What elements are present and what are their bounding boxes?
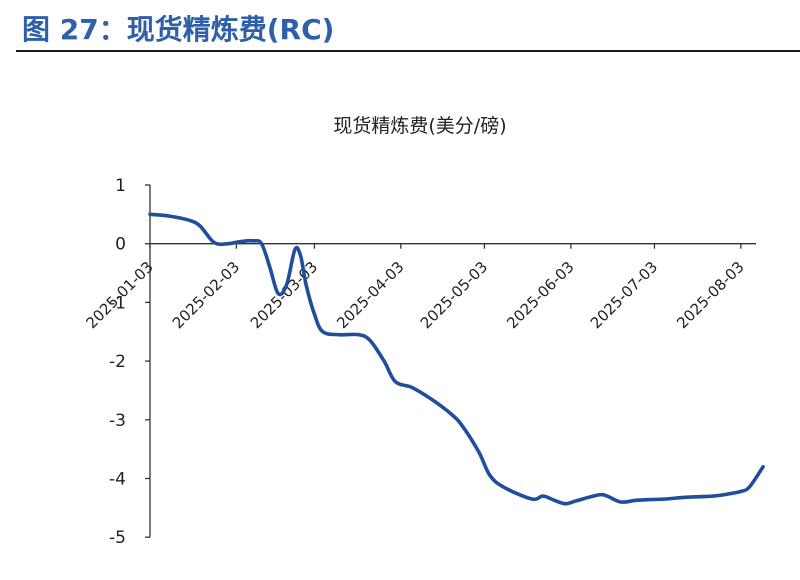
chart-title: 现货精炼费(美分/磅): [333, 115, 506, 137]
y-tick-label: -5: [109, 528, 126, 548]
y-tick-label: -2: [109, 352, 126, 372]
title-divider: [16, 50, 800, 52]
x-tick-label: 2025-08-03: [673, 258, 747, 332]
figure-title: 图 27：现货精炼费(RC): [22, 13, 335, 46]
y-tick-label: 0: [115, 235, 126, 255]
chart-plot-area: [148, 212, 765, 506]
y-tick-label: -1: [109, 293, 126, 313]
x-tick-label: 2025-04-03: [333, 258, 407, 332]
y-tick-label: 1: [115, 176, 126, 196]
series-line: [148, 212, 765, 506]
y-tick-label: -4: [109, 470, 126, 490]
y-tick-label: -3: [109, 411, 126, 431]
x-tick-label: 2025-06-03: [503, 258, 577, 332]
x-tick-label: 2025-02-03: [169, 258, 243, 332]
x-tick-label: 2025-01-03: [82, 258, 156, 332]
x-tick-label: 2025-07-03: [587, 258, 661, 332]
x-tick-label: 2025-05-03: [417, 258, 491, 332]
